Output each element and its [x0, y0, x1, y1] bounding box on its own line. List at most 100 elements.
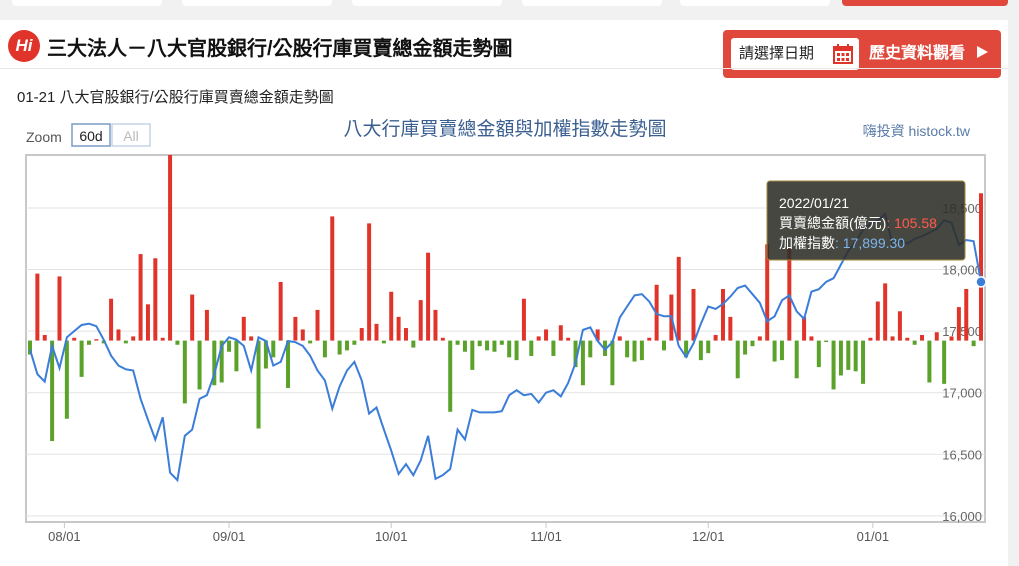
bar — [300, 329, 305, 341]
top-card — [522, 0, 662, 6]
bar — [551, 340, 556, 356]
x-tick-label: 12/01 — [692, 529, 725, 544]
bar — [374, 323, 379, 341]
bar — [772, 340, 777, 362]
zoom-button[interactable] — [111, 123, 151, 147]
bar — [698, 340, 703, 361]
bar — [175, 340, 180, 345]
bar — [138, 254, 143, 341]
tooltip-separator: : — [886, 215, 894, 231]
bar — [418, 300, 423, 341]
tooltip-date: 2022/01/21 — [779, 195, 849, 211]
bar — [838, 340, 843, 376]
bar — [411, 340, 416, 348]
bar — [706, 340, 711, 354]
bar — [440, 337, 445, 341]
divider — [0, 68, 1008, 69]
bar — [352, 340, 357, 345]
bar — [610, 340, 615, 386]
bar — [942, 340, 947, 384]
bar — [190, 294, 195, 341]
bar — [219, 340, 224, 383]
bar — [322, 340, 327, 358]
top-card — [680, 0, 830, 6]
bar — [234, 340, 239, 372]
x-tick-label: 10/01 — [375, 529, 408, 544]
credit: 嗨投資 histock.tw — [863, 123, 971, 139]
bar — [757, 336, 762, 341]
bar — [802, 316, 807, 341]
bar — [861, 340, 866, 384]
bar — [647, 337, 652, 341]
bar — [64, 340, 69, 419]
bar — [94, 339, 99, 341]
bar — [337, 340, 342, 355]
bar — [123, 340, 128, 344]
bar — [448, 340, 453, 412]
bar — [566, 337, 571, 341]
bar — [595, 329, 600, 341]
x-tick-label: 08/01 — [48, 529, 81, 544]
bar — [86, 340, 91, 345]
bar — [249, 336, 254, 341]
bar — [263, 340, 268, 369]
bar — [816, 340, 821, 368]
bar — [145, 304, 150, 341]
bar — [293, 316, 298, 341]
bar — [286, 340, 291, 389]
bar — [558, 325, 563, 341]
plot-frame — [25, 154, 986, 523]
bar — [883, 283, 888, 341]
bar — [853, 340, 858, 372]
y2-tick-label: 17,500 — [942, 324, 982, 339]
bar — [890, 336, 895, 341]
bar — [42, 335, 47, 341]
bar — [514, 340, 519, 361]
bar — [617, 336, 622, 341]
bar — [72, 337, 77, 341]
top-card — [352, 0, 502, 6]
bar — [79, 340, 84, 377]
tooltip-box — [766, 180, 966, 261]
zoom-button[interactable] — [71, 123, 111, 147]
bar — [905, 337, 910, 341]
history-button[interactable]: 歷史資料觀看 — [869, 38, 989, 70]
bar — [588, 340, 593, 358]
bar — [492, 340, 497, 352]
bar — [256, 340, 261, 429]
bar — [920, 335, 925, 341]
zoom-label: Zoom — [26, 129, 62, 145]
bar — [720, 288, 725, 341]
bar — [485, 340, 490, 351]
bar — [779, 340, 784, 361]
bar — [227, 340, 232, 352]
bar — [824, 340, 829, 342]
bar — [241, 316, 246, 341]
hover-marker — [975, 276, 987, 288]
bar — [381, 340, 386, 344]
date-picker[interactable]: 請選擇日期 — [731, 38, 859, 70]
bar — [367, 223, 372, 341]
bar — [794, 340, 799, 379]
bar — [308, 340, 313, 344]
tooltip-value: 105.58 — [894, 215, 937, 231]
bar — [743, 340, 748, 355]
zoom-button-label: All — [123, 128, 139, 144]
bar — [116, 329, 121, 341]
logo: Hi — [8, 30, 40, 62]
panel — [0, 20, 1008, 566]
y2-tick-label: 16,000 — [942, 509, 982, 524]
bar — [182, 340, 187, 404]
bar — [676, 256, 681, 341]
bar — [499, 340, 504, 345]
bar — [359, 328, 364, 341]
calendar-icon — [833, 44, 853, 64]
line — [29, 212, 982, 483]
bar — [271, 340, 276, 358]
bar — [536, 336, 541, 341]
bar — [131, 336, 136, 341]
bar — [897, 311, 902, 341]
bar — [765, 244, 770, 341]
play-icon — [977, 46, 989, 58]
bar — [735, 340, 740, 379]
